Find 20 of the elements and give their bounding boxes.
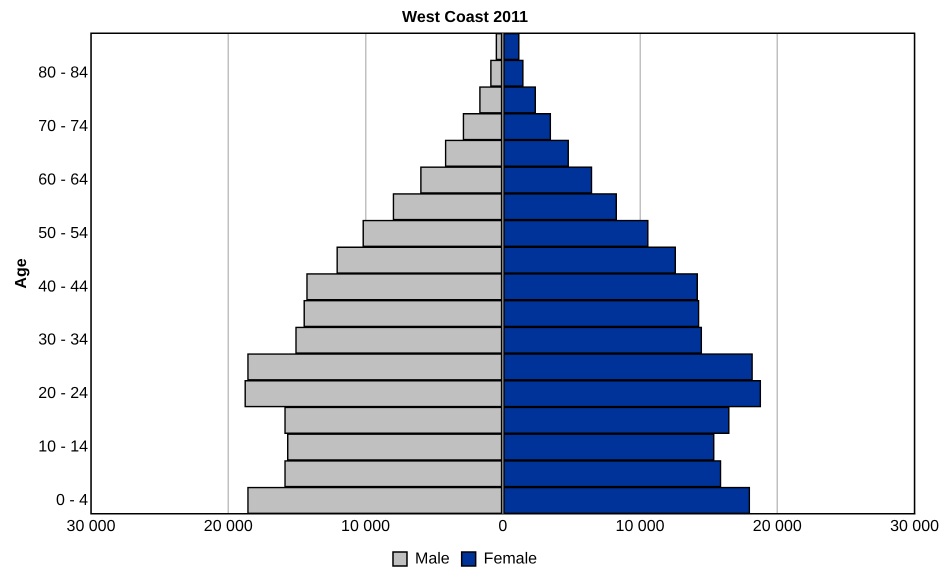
y-tick-label: 40 - 44	[38, 278, 88, 296]
x-tick-label: 30 000	[890, 518, 940, 535]
chart-title: West Coast 2011	[402, 9, 528, 26]
y-tick-label: 10 - 14	[38, 438, 88, 456]
x-tick-label: 10 000	[616, 518, 665, 535]
legend-label: Male	[414, 550, 450, 568]
x-tick-label: 0	[498, 518, 508, 535]
y-tick-label: 0 - 4	[56, 492, 88, 509]
y-tick-label: 60 - 64	[38, 171, 88, 188]
x-tick-label: 10 000	[341, 518, 390, 535]
x-tick-label: 20 000	[752, 518, 802, 535]
y-tick-label: 70 - 74	[38, 118, 88, 136]
y-tick-label: 80 - 84	[38, 64, 88, 82]
x-tick-label: 20 000	[204, 518, 253, 535]
y-tick-label: 20 - 24	[38, 385, 88, 402]
y-axis-title: Age	[13, 258, 30, 289]
x-tick-label: 30 000	[66, 518, 116, 535]
y-tick-label: 50 - 54	[38, 224, 88, 242]
y-tick-label: 30 - 34	[38, 332, 88, 349]
legend-label: Female	[484, 550, 538, 568]
